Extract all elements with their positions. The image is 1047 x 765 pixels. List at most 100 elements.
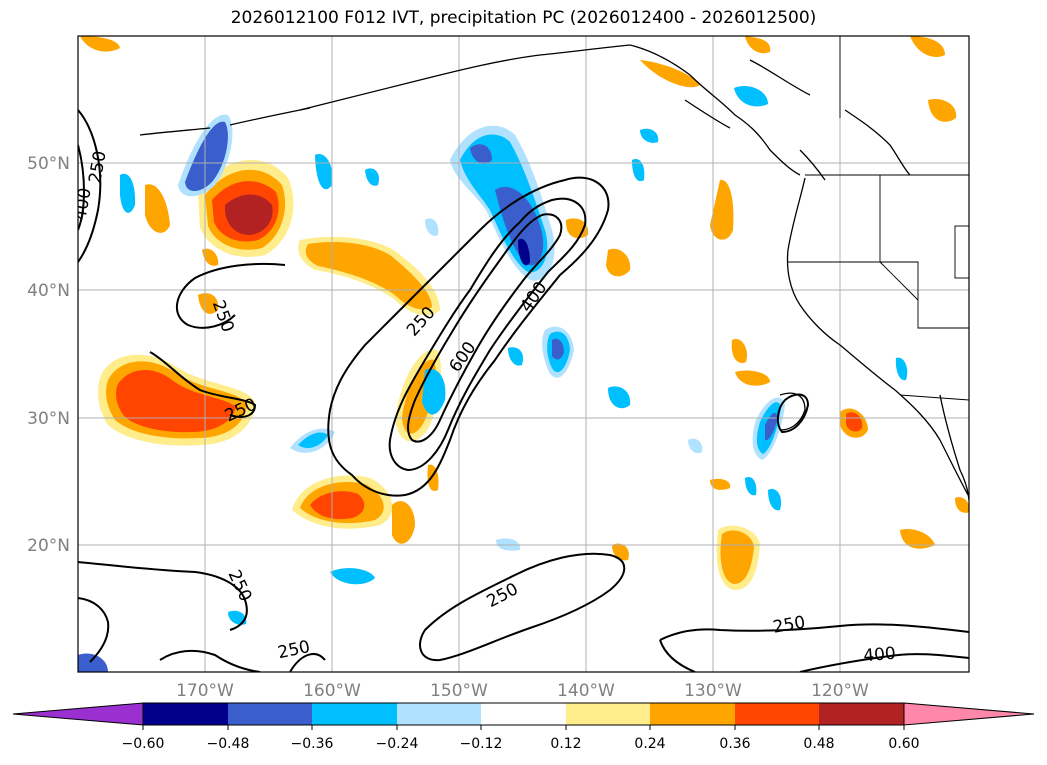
precip-blob xyxy=(116,369,236,433)
lat-label: 30°N xyxy=(27,409,70,429)
colorbar-tick-label: −0.60 xyxy=(122,736,165,752)
colorbar-ticks xyxy=(142,725,905,730)
precip-blob xyxy=(735,370,770,386)
precip-blob xyxy=(765,413,778,441)
colorbar-tick-label: −0.24 xyxy=(376,736,419,752)
precip-blob xyxy=(710,179,734,240)
precip-blob xyxy=(120,173,136,213)
ivt-contour-250 xyxy=(659,639,696,672)
colorbar-segment xyxy=(143,703,228,725)
precip-blob xyxy=(640,60,700,88)
colorbar-segment xyxy=(481,703,566,725)
ivt-contours xyxy=(78,109,969,672)
colorbar-tick-label: 0.48 xyxy=(803,736,834,752)
colorbar-tick-label: −0.48 xyxy=(207,736,250,752)
ivt-contour-250 xyxy=(175,262,286,329)
colorbar-tick-label: 0.36 xyxy=(719,736,750,752)
lon-tick-labels: 170°W 160°W 150°W 140°W 130°W 120°W xyxy=(176,681,869,701)
precip-blob xyxy=(720,530,754,584)
coastlines xyxy=(139,44,969,501)
precip-blob xyxy=(734,85,768,107)
precip-blob xyxy=(392,501,415,544)
precip-blob xyxy=(928,98,957,122)
contour-label: 400 xyxy=(863,644,897,667)
ivt-contour-250 xyxy=(78,561,248,631)
colorbar: −0.60 −0.48 −0.36 −0.24 −0.12 0.12 0.24 … xyxy=(12,702,1035,752)
lon-label: 150°W xyxy=(430,681,488,701)
precip-blob xyxy=(508,347,524,366)
state-border xyxy=(880,261,969,329)
baja-outline xyxy=(779,392,806,431)
lat-tick-labels: 50°N 40°N 30°N 20°N xyxy=(27,154,70,556)
state-border xyxy=(879,261,919,301)
precip-blob xyxy=(224,194,273,235)
precip-blob xyxy=(145,184,170,233)
ivt-contour-250 xyxy=(289,653,326,672)
precip-blob xyxy=(565,218,589,239)
map-frame xyxy=(77,35,970,673)
precip-blob xyxy=(606,248,631,277)
colorbar-segment xyxy=(228,703,312,725)
precip-blob xyxy=(202,248,219,266)
precip-blob xyxy=(185,121,228,191)
colorbar-tick-label: 0.12 xyxy=(550,736,581,752)
ivt-contour-400 xyxy=(388,197,587,472)
ivt-contour-250 xyxy=(159,649,261,672)
colorbar-segment xyxy=(312,703,397,725)
precip-blob xyxy=(305,241,432,310)
lon-label: 170°W xyxy=(176,681,234,701)
ivt-contour-400 xyxy=(799,653,969,672)
precip-blob xyxy=(955,497,969,513)
ivt-contour-400 xyxy=(78,144,85,231)
lon-label: 160°W xyxy=(303,681,361,701)
precip-blob xyxy=(895,357,908,381)
precip-blob xyxy=(900,529,935,549)
lon-label: 140°W xyxy=(557,681,615,701)
lat-label: 40°N xyxy=(27,281,70,301)
us-mexico-border xyxy=(899,394,969,401)
ivt-contour-600 xyxy=(407,213,563,443)
ivt-contour-250 xyxy=(78,109,102,263)
precip-blob xyxy=(80,36,120,52)
colorbar-segment xyxy=(819,703,904,725)
ivt-contour-250 xyxy=(659,623,969,641)
precip-blob xyxy=(228,610,247,625)
ivt-contour-250 xyxy=(149,351,257,418)
bc-coast xyxy=(799,149,826,181)
alaska-coast xyxy=(629,44,801,176)
colorbar-tick-labels: −0.60 −0.48 −0.36 −0.24 −0.12 0.12 0.24 … xyxy=(122,736,920,752)
ivt-contour-250 xyxy=(78,597,110,663)
colorbar-segment xyxy=(735,703,819,725)
precip-blob xyxy=(78,653,108,672)
precip-blob xyxy=(632,159,645,182)
aleutian-coast xyxy=(299,44,631,111)
colorbar-segment xyxy=(397,703,481,725)
colorbar-tick-label: −0.36 xyxy=(291,736,334,752)
colorbar-segment xyxy=(566,703,650,725)
precip-blob xyxy=(910,36,945,57)
colorbar-tick-label: 0.60 xyxy=(888,736,919,752)
ivt-contour-250 xyxy=(776,393,810,434)
precip-blob xyxy=(768,489,782,511)
precip-blob xyxy=(731,339,748,364)
lat-label: 50°N xyxy=(27,154,70,174)
colorbar-tick-label: −0.12 xyxy=(460,736,503,752)
precip-blob xyxy=(310,491,365,520)
precip-blob xyxy=(640,128,659,143)
precip-blob xyxy=(365,168,379,186)
bc-inlet xyxy=(844,109,911,176)
colorbar-outline xyxy=(142,702,905,726)
alaska-coast xyxy=(749,59,811,96)
contour-label: 400 xyxy=(70,186,95,221)
precip-blob xyxy=(552,338,564,360)
graticule xyxy=(78,36,969,672)
lon-label: 120°W xyxy=(811,681,869,701)
lat-label: 20°N xyxy=(27,536,70,556)
aleutian-coast xyxy=(139,127,211,136)
precip-blob xyxy=(688,438,703,454)
ivt-contour-250 xyxy=(327,176,610,497)
colorbar-extend-high xyxy=(903,702,1035,726)
precip-blob xyxy=(425,218,439,236)
state-border xyxy=(954,225,969,279)
